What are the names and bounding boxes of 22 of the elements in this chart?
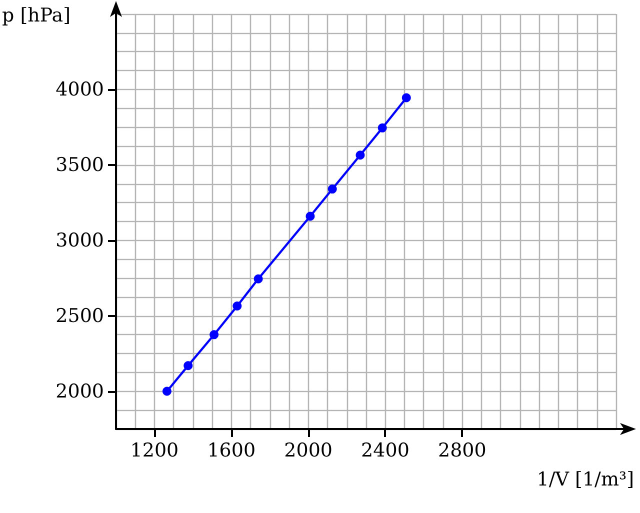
point — [232, 302, 242, 311]
y-tick-label: 4000 — [56, 78, 104, 100]
y-tick-label: 2000 — [56, 380, 104, 402]
y-tick-label: 3500 — [56, 154, 104, 176]
point — [402, 93, 411, 102]
point — [378, 123, 387, 132]
y-tick-label: 3000 — [56, 229, 104, 252]
point — [210, 330, 219, 340]
point — [328, 184, 337, 194]
point — [184, 361, 193, 370]
point — [356, 150, 365, 160]
y-axis-title: p [hPa] — [2, 4, 71, 26]
point — [254, 274, 263, 284]
y-tick-label: 2500 — [56, 304, 104, 327]
x-tick-label: 2000 — [284, 440, 332, 462]
point — [162, 386, 172, 396]
x-tick-label: 1600 — [207, 440, 256, 462]
x-tick-label: 2400 — [361, 440, 410, 462]
x-tick-label: 1200 — [130, 440, 179, 462]
x-tick-label: 2800 — [438, 440, 486, 462]
x-axis-title: 1/V [1/m³] — [536, 468, 634, 490]
point — [306, 212, 315, 221]
